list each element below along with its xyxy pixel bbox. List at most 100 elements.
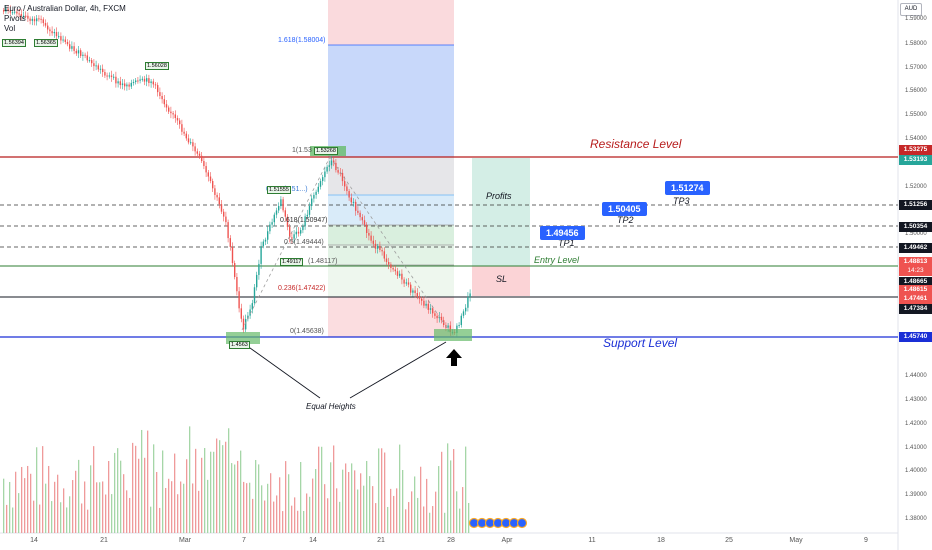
- x-tick: 25: [725, 537, 733, 544]
- candle-body: [361, 217, 363, 221]
- candle-body: [55, 32, 58, 37]
- candle-body: [264, 239, 267, 242]
- candle-body: [308, 206, 311, 215]
- black-line-price-label: 1.47384: [899, 304, 932, 314]
- volume-bar: [447, 443, 449, 533]
- volume-bar: [96, 482, 98, 533]
- candle-body: [231, 246, 234, 264]
- volume-bar: [240, 450, 242, 533]
- candle-body: [86, 55, 88, 61]
- candle-body: [64, 39, 66, 42]
- volume-bar: [429, 512, 431, 533]
- candle-body: [242, 318, 245, 330]
- candle-body: [192, 142, 194, 147]
- candle-body: [339, 172, 341, 174]
- candle-body: [36, 18, 38, 22]
- candle-body: [220, 204, 223, 212]
- volume-bar: [69, 496, 71, 533]
- volume-bar: [180, 481, 182, 533]
- pivots-indicator-label[interactable]: Pivots: [4, 14, 26, 23]
- candle-body: [251, 303, 253, 310]
- volume-bar: [123, 474, 125, 533]
- tp3-price-label: 1.51256: [899, 200, 932, 210]
- volume-bar: [78, 459, 80, 533]
- volume-bar: [354, 470, 356, 533]
- x-tick: 21: [377, 537, 385, 544]
- volume-bar: [312, 478, 314, 533]
- candle-body: [119, 81, 121, 86]
- candle-body: [161, 95, 163, 100]
- up-arrow-icon: [446, 349, 462, 366]
- candle-body: [403, 279, 405, 284]
- candle-body: [9, 10, 11, 13]
- candle-body: [418, 296, 421, 299]
- candle-body: [330, 160, 333, 166]
- profit-zone: [472, 158, 530, 266]
- tp2-callout[interactable]: 1.50405: [602, 202, 647, 216]
- volume-indicator-label[interactable]: Vol: [4, 24, 16, 33]
- candle-body: [253, 287, 256, 304]
- candle-body: [410, 284, 412, 293]
- volume-bar: [75, 470, 77, 533]
- volume-bar: [276, 495, 278, 533]
- candle-body: [434, 313, 436, 316]
- volume-bar: [54, 481, 56, 533]
- candle-body: [405, 282, 407, 284]
- volume-bar: [87, 509, 89, 533]
- candle-body: [102, 68, 104, 72]
- x-tick: May: [789, 537, 803, 544]
- candle-body: [273, 214, 275, 223]
- candle-body: [139, 79, 141, 81]
- volume-bar: [186, 459, 188, 533]
- candle-body: [262, 241, 264, 247]
- volume-bar: [33, 500, 35, 533]
- candle-body: [214, 188, 216, 195]
- candle-body: [302, 226, 304, 231]
- volume-bar: [339, 501, 341, 533]
- symbol-title[interactable]: Euro / Australian Dollar, 4h, FXCM: [4, 4, 126, 13]
- red-lower-price-label: 1.47461: [899, 294, 932, 304]
- candle-body: [218, 197, 220, 205]
- candle-body: [146, 78, 148, 82]
- candle-body: [460, 315, 462, 326]
- tp1-label: TP1: [558, 238, 575, 248]
- candle-body: [80, 50, 82, 56]
- candle-body: [355, 201, 357, 211]
- support-level-label: Support Level: [603, 336, 678, 350]
- volume-bar: [93, 446, 95, 533]
- candle-body: [18, 13, 20, 15]
- volume-bar: [363, 485, 365, 533]
- y-tick: 1.57000: [905, 65, 927, 71]
- grey-fib-zone: [328, 157, 454, 195]
- volume-bar: [306, 493, 308, 533]
- candle-body: [31, 18, 33, 21]
- volume-bar: [459, 508, 461, 533]
- candle-body: [176, 118, 179, 121]
- currency-button[interactable]: AUD: [900, 3, 922, 16]
- candle-body: [401, 273, 403, 280]
- volume-bar: [303, 510, 305, 533]
- resistance-price-label: 1.53275: [899, 145, 932, 155]
- volume-bar: [405, 509, 407, 533]
- candle-body: [42, 19, 44, 24]
- tp1-callout[interactable]: 1.49456: [540, 226, 585, 240]
- tp3-callout[interactable]: 1.51274: [665, 181, 710, 195]
- candle-body: [394, 269, 396, 272]
- candle-body: [132, 82, 135, 84]
- volume-bar: [111, 494, 113, 533]
- candle-body: [392, 267, 394, 270]
- candle-body: [278, 206, 280, 211]
- candle-body: [313, 194, 315, 199]
- volume-bar: [246, 483, 248, 533]
- volume-bar: [465, 446, 467, 533]
- volume-bar: [399, 444, 401, 533]
- candle-body: [126, 84, 128, 87]
- candle-body: [143, 78, 146, 82]
- candle-body: [49, 29, 51, 32]
- light-blue-fib-zone: [328, 195, 454, 225]
- y-tick: 1.56000: [905, 88, 927, 94]
- fib-ext-label: 1.618(1.58004): [278, 37, 326, 44]
- volume-bar: [102, 481, 104, 533]
